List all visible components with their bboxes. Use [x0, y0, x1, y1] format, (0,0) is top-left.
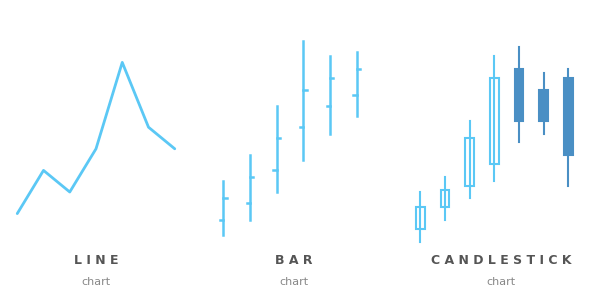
Text: C A N D L E S T I C K: C A N D L E S T I C K	[431, 254, 571, 268]
FancyBboxPatch shape	[466, 138, 474, 185]
FancyBboxPatch shape	[490, 77, 499, 164]
Text: L I N E: L I N E	[74, 254, 118, 268]
FancyBboxPatch shape	[416, 207, 425, 229]
FancyBboxPatch shape	[564, 77, 572, 155]
FancyBboxPatch shape	[440, 190, 449, 207]
Text: chart: chart	[82, 277, 110, 287]
FancyBboxPatch shape	[515, 69, 523, 121]
Text: chart: chart	[280, 277, 308, 287]
FancyBboxPatch shape	[539, 91, 548, 121]
Text: chart: chart	[487, 277, 515, 287]
Text: B A R: B A R	[275, 254, 313, 268]
